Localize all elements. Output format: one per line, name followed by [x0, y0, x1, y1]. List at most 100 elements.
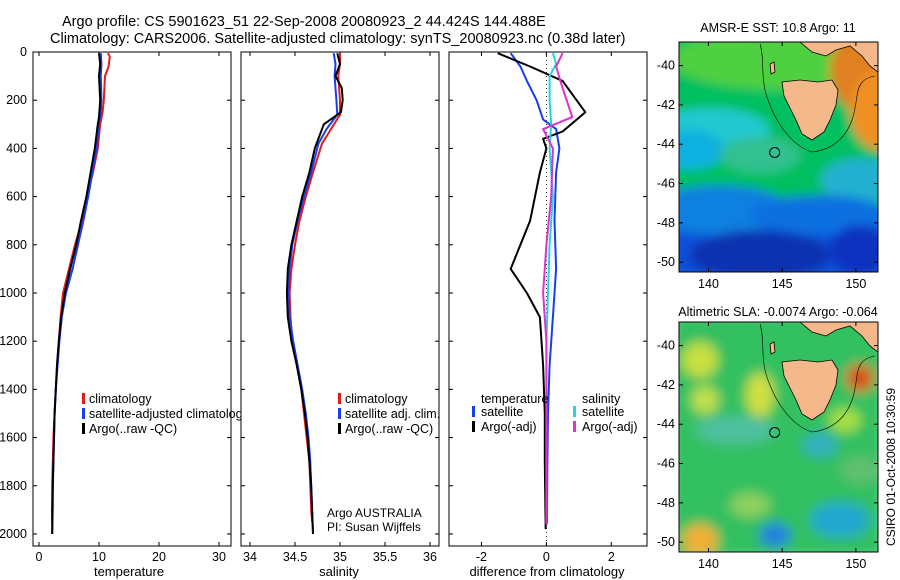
legend-group-salinity: salinity — [582, 392, 621, 406]
legend-swatch-climatology — [82, 393, 85, 404]
depth-tick-label: 800 — [6, 238, 27, 252]
legend-swatch-satellite — [82, 408, 85, 419]
sla-map-axes: 140 145 150 -40 -42 -44 -46 -48 -50 — [657, 322, 878, 571]
depth-tick-label: 400 — [6, 141, 27, 155]
difference-profile-panel: -2 0 2 difference from climatology tempera… — [448, 51, 648, 579]
series-line-temperature-satellite — [509, 52, 561, 525]
depth-axis: 0 200 400 600 800 1000 1200 1400 1600 1800 2000 — [0, 45, 231, 541]
x-tick-label: 34 — [243, 550, 257, 564]
legend-label-temp-satellite: satellite — [481, 405, 523, 419]
sla-map-frame — [678, 321, 879, 553]
legend-swatch-sal-argo — [573, 421, 576, 432]
x-tick-label: 10 — [92, 550, 106, 564]
legend-label-climatology: climatology — [345, 392, 408, 406]
difference-depth-ticks — [449, 51, 647, 535]
sla-map-title: Altimetric SLA: -0.0074 Argo: -0.064 — [678, 305, 877, 319]
legend-group-temperature: temperature — [481, 392, 548, 406]
longitude-tick-label: 150 — [845, 277, 866, 291]
mainland-coast — [799, 322, 878, 353]
x-tick-label: -2 — [476, 550, 487, 564]
depth-tick-label: 0 — [20, 45, 27, 59]
depth-tick-label: 1200 — [0, 334, 27, 348]
x-tick-label: 34.5 — [283, 550, 307, 564]
argo-location-circle — [769, 426, 781, 438]
legend-swatch-temp-satellite — [472, 406, 475, 417]
tasmania-land — [781, 359, 839, 421]
salinity-profile-panel: 34 34.5 35 35.5 36 salinity climatology sate… — [240, 51, 440, 579]
x-tick-label: 35.5 — [373, 550, 397, 564]
x-tick-label: 30 — [212, 550, 226, 564]
creation-stamp: CSIRO 01-Oct-2008 10:30:59 — [884, 388, 898, 546]
latitude-tick-label: -44 — [657, 417, 675, 431]
latitude-tick-label: -42 — [657, 98, 675, 112]
sst-field — [679, 42, 878, 272]
x-tick-label: 20 — [152, 550, 166, 564]
latitude-tick-label: -46 — [657, 177, 675, 191]
principal-investigator-annotation: PI: Susan Wijffels — [327, 520, 421, 534]
series-line-salinity-argo-adj — [542, 52, 574, 525]
legend-swatch-climatology — [338, 393, 341, 404]
difference-legend: temperature satellite Argo(-adj) salinit… — [472, 392, 638, 434]
sst-map-axes: 140 145 150 -40 -42 -44 -46 -48 -50 — [657, 42, 878, 291]
latitude-tick-label: -42 — [657, 378, 675, 392]
temperature-legend: climatology satellite-adjusted climatolo… — [82, 392, 250, 436]
sst-map-frame — [678, 41, 879, 273]
depth-tick-label: 1000 — [0, 286, 27, 300]
latitude-tick-label: -40 — [657, 59, 675, 73]
depth-tick-label: 1600 — [0, 431, 27, 445]
bass-strait-island — [769, 341, 776, 355]
sst-map-title: AMSR-E SST: 10.8 Argo: 11 — [700, 21, 855, 35]
figure-title-line-1: Argo profile: CS 5901623_51 22-Sep-2008 … — [62, 14, 546, 30]
difference-series — [497, 52, 587, 530]
temperature-profile-panel: 0 200 400 600 800 1000 1200 1400 1600 1800 2000 0 1… — [0, 45, 250, 579]
latitude-tick-label: -50 — [657, 535, 675, 549]
figure-title-line-2: Climatology: CARS2006. Satellite-adjuste… — [50, 31, 625, 47]
longitude-tick-label: 145 — [772, 277, 793, 291]
legend-swatch-satellite — [338, 408, 341, 419]
temperature-axis: 0 10 20 30 — [36, 52, 226, 564]
latitude-tick-label: -46 — [657, 457, 675, 471]
legend-label-sal-argo: Argo(-adj) — [582, 420, 638, 434]
salinity-depth-ticks — [241, 51, 439, 535]
x-tick-label: 35 — [333, 550, 347, 564]
difference-axis: -2 0 2 — [476, 52, 615, 564]
legend-label-temp-argo: Argo(-adj) — [481, 420, 537, 434]
temperature-series — [51, 52, 111, 535]
x-tick-label: 0 — [543, 550, 550, 564]
depth-tick-label: 200 — [6, 93, 27, 107]
salinity-legend: climatology satellite adj. clim. Argo(..… — [338, 392, 440, 436]
x-tick-label: 2 — [608, 550, 615, 564]
legend-label-climatology: climatology — [89, 392, 152, 406]
latitude-tick-label: -50 — [657, 255, 675, 269]
argo-location-marker — [769, 146, 781, 158]
longitude-tick-label: 140 — [698, 277, 719, 291]
depth-tick-label: 1400 — [0, 382, 27, 396]
latitude-tick-label: -48 — [657, 216, 675, 230]
salinity-series — [285, 52, 344, 535]
bass-strait-island — [769, 61, 776, 75]
difference-axis-label: difference from climatology — [469, 564, 625, 579]
salinity-axis-label: salinity — [319, 564, 359, 579]
legend-label-satellite: satellite-adjusted climatology — [89, 407, 250, 421]
shelf-contour — [759, 43, 876, 153]
longitude-tick-label: 140 — [698, 557, 719, 571]
temperature-plot-frame — [32, 51, 232, 547]
legend-swatch-argo — [338, 423, 341, 434]
series-line-argo-raw-qc — [285, 52, 344, 535]
legend-label-argo: Argo(..raw -QC) — [345, 422, 433, 436]
argo-location-circle — [769, 146, 781, 158]
x-tick-label: 0 — [36, 550, 43, 564]
longitude-tick-label: 150 — [845, 557, 866, 571]
salinity-axis: 34 34.5 35 35.5 36 — [243, 52, 437, 564]
latitude-tick-label: -44 — [657, 137, 675, 151]
longitude-tick-label: 145 — [772, 557, 793, 571]
tasmania-land — [781, 79, 839, 141]
legend-swatch-temp-argo — [472, 421, 475, 432]
legend-swatch-argo — [82, 423, 85, 434]
argo-location-marker — [769, 426, 781, 438]
depth-tick-label: 1800 — [0, 479, 27, 493]
legend-label-satellite: satellite adj. clim. — [345, 407, 440, 421]
legend-swatch-sal-satellite — [573, 406, 576, 417]
argo-program-annotation: Argo AUSTRALIA — [327, 506, 422, 520]
depth-tick-label: 2000 — [0, 527, 27, 541]
